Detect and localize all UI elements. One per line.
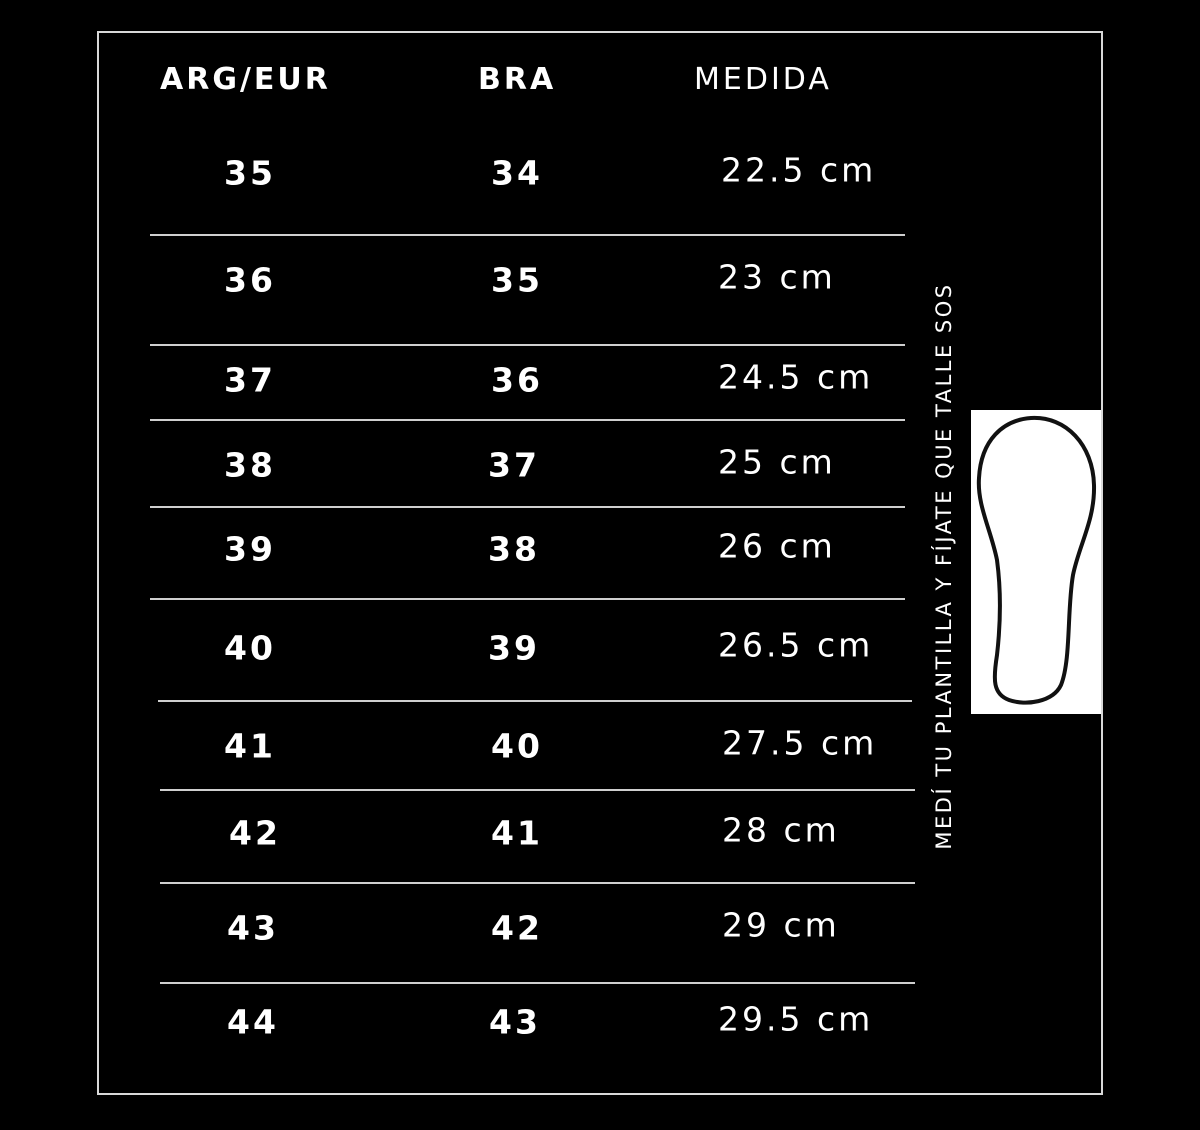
row-divider xyxy=(150,234,905,236)
arg-eur-size: 36 xyxy=(224,260,276,300)
arg-eur-size: 39 xyxy=(224,529,276,569)
foot-length: 24.5 cm xyxy=(718,357,874,397)
chart-frame xyxy=(97,31,1103,1095)
row-divider xyxy=(158,700,912,702)
row-divider xyxy=(150,506,905,508)
bra-size: 41 xyxy=(491,813,543,853)
insole-box xyxy=(971,410,1101,714)
arg-eur-size: 38 xyxy=(224,445,276,485)
row-divider xyxy=(150,419,905,421)
row-divider xyxy=(150,598,905,600)
foot-length: 25 cm xyxy=(718,442,836,482)
insole-outline-icon xyxy=(976,415,1097,705)
bra-size: 43 xyxy=(489,1002,541,1042)
foot-length: 23 cm xyxy=(718,257,836,297)
bra-size: 37 xyxy=(488,445,540,485)
arg-eur-size: 35 xyxy=(224,153,276,193)
header-bra: BRA xyxy=(478,62,557,97)
foot-length: 29.5 cm xyxy=(718,999,874,1039)
header-medida: MEDIDA xyxy=(694,62,832,97)
bra-size: 35 xyxy=(491,260,543,300)
row-divider xyxy=(160,882,915,884)
foot-length: 26 cm xyxy=(718,526,836,566)
foot-length: 28 cm xyxy=(722,810,840,850)
arg-eur-size: 42 xyxy=(229,813,281,853)
foot-length: 29 cm xyxy=(722,905,840,945)
foot-length: 22.5 cm xyxy=(721,150,877,190)
arg-eur-size: 44 xyxy=(227,1002,279,1042)
arg-eur-size: 37 xyxy=(224,360,276,400)
row-divider xyxy=(160,789,915,791)
bra-size: 36 xyxy=(491,360,543,400)
bra-size: 38 xyxy=(488,529,540,569)
foot-length: 26.5 cm xyxy=(718,625,874,665)
arg-eur-size: 41 xyxy=(224,726,276,766)
bra-size: 42 xyxy=(491,908,543,948)
arg-eur-size: 43 xyxy=(227,908,279,948)
side-note: MEDÍ TU PLANTILLA Y FÍJATE QUE TALLE SOS xyxy=(932,282,956,850)
row-divider xyxy=(150,344,905,346)
header-arg-eur: ARG/EUR xyxy=(160,62,331,97)
bra-size: 39 xyxy=(488,628,540,668)
foot-length: 27.5 cm xyxy=(722,723,878,763)
bra-size: 34 xyxy=(491,153,543,193)
row-divider xyxy=(160,982,915,984)
arg-eur-size: 40 xyxy=(224,628,276,668)
bra-size: 40 xyxy=(491,726,543,766)
